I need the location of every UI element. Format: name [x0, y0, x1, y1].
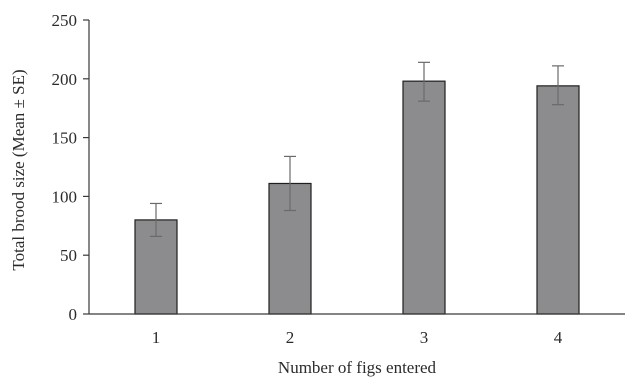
y-tick-label: 0 — [69, 305, 78, 324]
error-bar-2 — [284, 155, 296, 212]
y-axis-title: Total brood size (Mean ± SE) — [9, 69, 28, 270]
y-tick-label: 150 — [52, 129, 78, 148]
bar-3 — [402, 80, 446, 315]
bar-4 — [536, 85, 580, 315]
x-tick-label: 2 — [286, 328, 295, 347]
error-bars-group — [150, 61, 564, 237]
y-tick-label: 50 — [60, 246, 77, 265]
y-axis-ticks: 0 50 100 150 200 250 — [52, 11, 89, 324]
y-tick-label: 100 — [52, 187, 78, 206]
x-tick-label: 3 — [420, 328, 429, 347]
error-bar-1 — [150, 202, 162, 237]
error-bar-4 — [552, 65, 564, 106]
x-tick-label: 1 — [152, 328, 161, 347]
y-tick-label: 250 — [52, 11, 78, 30]
bars-group — [134, 80, 580, 315]
x-tick-label: 4 — [554, 328, 563, 347]
error-bar-3 — [418, 61, 430, 102]
y-tick-label: 200 — [52, 70, 78, 89]
x-axis-ticks: 1 2 3 4 — [152, 328, 563, 347]
x-axis-title: Number of figs entered — [278, 358, 437, 377]
